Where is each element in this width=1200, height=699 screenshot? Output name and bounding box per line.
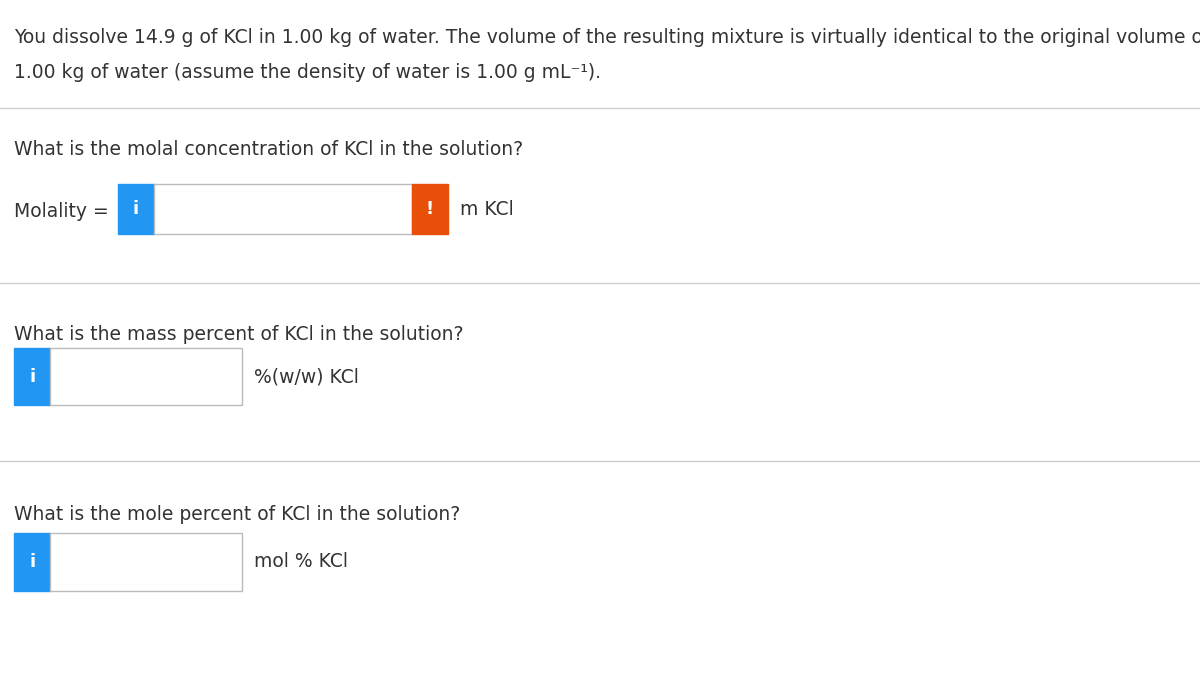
Text: What is the molal concentration of KCl in the solution?: What is the molal concentration of KCl i… — [14, 140, 523, 159]
Text: You dissolve 14.9 g of KCl in 1.00 kg of water. The volume of the resulting mixt: You dissolve 14.9 g of KCl in 1.00 kg of… — [14, 28, 1200, 47]
Text: What is the mass percent of KCl in the solution?: What is the mass percent of KCl in the s… — [14, 325, 464, 344]
Text: %(w/w) KCl: %(w/w) KCl — [254, 367, 359, 387]
Text: 1.00 kg of water (assume the density of water is 1.00 g mL⁻¹).: 1.00 kg of water (assume the density of … — [14, 63, 601, 82]
Text: mol % KCl: mol % KCl — [254, 552, 348, 572]
Text: i: i — [29, 553, 36, 571]
Text: What is the mole percent of KCl in the solution?: What is the mole percent of KCl in the s… — [14, 505, 461, 524]
Text: i: i — [29, 368, 36, 386]
Text: !: ! — [426, 200, 433, 218]
Text: Molality =: Molality = — [14, 201, 115, 221]
Text: i: i — [132, 200, 139, 218]
Text: m KCl: m KCl — [460, 199, 514, 219]
